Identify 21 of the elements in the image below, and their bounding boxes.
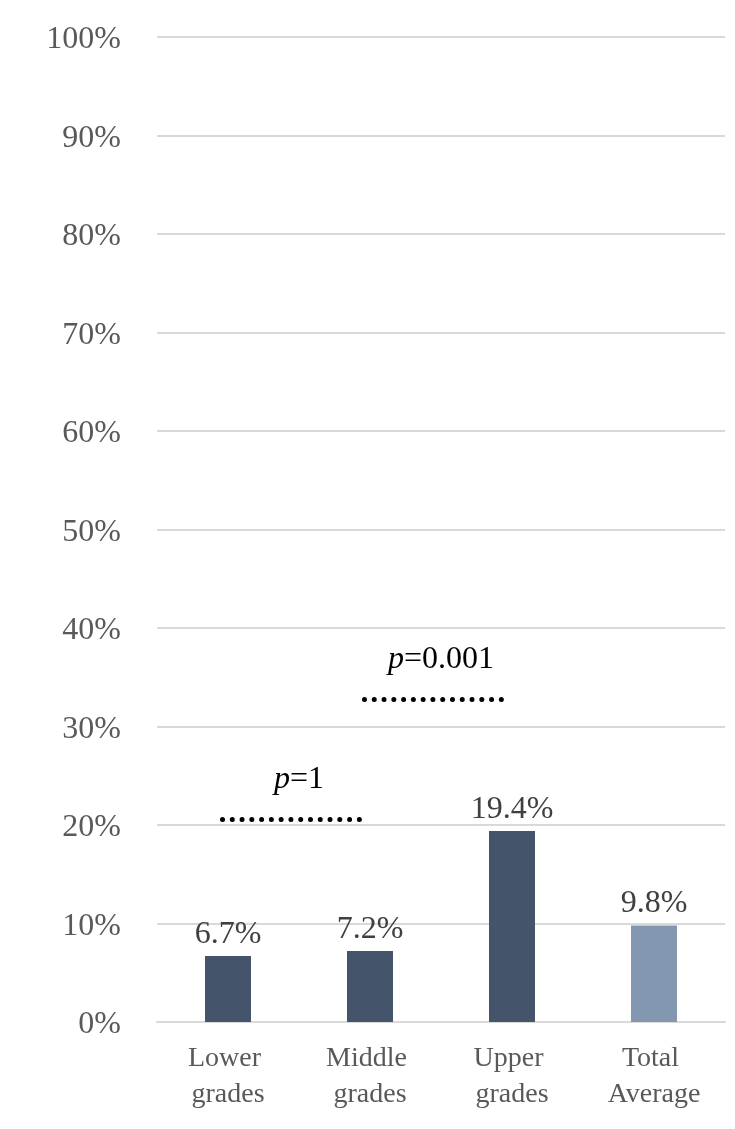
y-tick-label: 60% bbox=[62, 413, 121, 449]
y-tick-label: 30% bbox=[62, 708, 121, 745]
annotation: p=1 bbox=[273, 759, 325, 797]
y-tick-label: 40% bbox=[62, 610, 121, 646]
x-tick-label: Middle grades bbox=[326, 1040, 414, 1108]
x-tick-label: Upper grades bbox=[473, 1040, 551, 1108]
data-label: 6.7% bbox=[194, 914, 262, 951]
x-tick-label: Lower grades bbox=[187, 1040, 269, 1108]
y-tick-label: 50% bbox=[62, 511, 121, 548]
y-tick-label: 10% bbox=[62, 905, 121, 942]
annotation: p=0.001 bbox=[387, 638, 495, 676]
y-tick-label: 90% bbox=[62, 117, 121, 154]
y-tick-label: 80% bbox=[62, 216, 121, 252]
data-label: 9.8% bbox=[620, 883, 688, 920]
x-tick-label: Total Average bbox=[607, 1040, 701, 1108]
y-tick-label: 20% bbox=[62, 807, 121, 843]
data-label: 7.2% bbox=[336, 909, 404, 946]
data-label: 19.4% bbox=[470, 788, 554, 825]
y-tick-label: 100% bbox=[46, 19, 121, 55]
y-tick-label: 0% bbox=[78, 1004, 121, 1040]
y-tick-label: 70% bbox=[62, 314, 121, 351]
